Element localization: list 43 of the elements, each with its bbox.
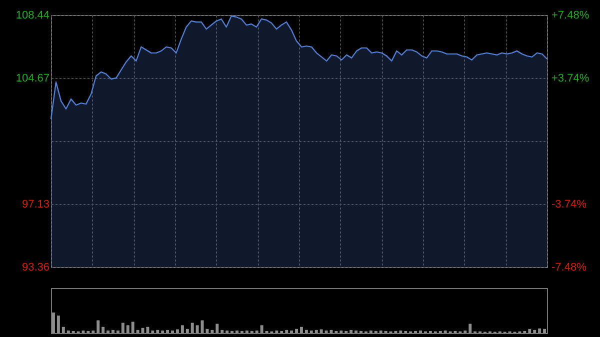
bar <box>285 330 288 333</box>
bar <box>112 330 114 333</box>
bar <box>200 320 204 333</box>
y-tick-label: 97.13 <box>22 198 50 210</box>
bar <box>216 324 219 333</box>
bar <box>196 325 199 333</box>
bar <box>220 330 224 333</box>
bar <box>320 329 323 333</box>
bar <box>314 330 318 333</box>
bar <box>62 326 65 333</box>
bar <box>350 330 353 333</box>
bar <box>166 330 170 333</box>
bar <box>533 330 536 333</box>
bar <box>96 320 100 333</box>
bar <box>300 326 303 333</box>
bar <box>56 316 60 333</box>
bar <box>131 322 134 333</box>
y-tick-label: 108.44 <box>16 10 50 22</box>
bar <box>538 328 542 333</box>
y2-tick-label: +3.74% <box>552 72 590 84</box>
bar <box>146 326 150 333</box>
bar <box>121 322 124 333</box>
bar <box>304 330 308 333</box>
bar <box>176 329 179 333</box>
y-tick-label: 93.36 <box>22 262 50 274</box>
y2-tick-label: -7.48% <box>552 262 587 274</box>
bar <box>102 326 105 333</box>
bar <box>543 328 546 333</box>
bar <box>186 328 189 333</box>
bar <box>52 312 55 333</box>
y2-tick-label: -3.74% <box>552 198 587 210</box>
bar <box>295 328 298 333</box>
bar <box>468 324 472 333</box>
bar <box>190 322 194 333</box>
bar <box>126 325 130 333</box>
bar <box>210 330 214 333</box>
bar <box>156 330 160 333</box>
y2-tick-label: +7.48% <box>552 10 590 22</box>
bar <box>528 328 532 333</box>
y-tick-label: 104.67 <box>16 72 50 84</box>
bar <box>260 325 264 333</box>
bar <box>136 330 140 333</box>
bar <box>180 325 184 333</box>
